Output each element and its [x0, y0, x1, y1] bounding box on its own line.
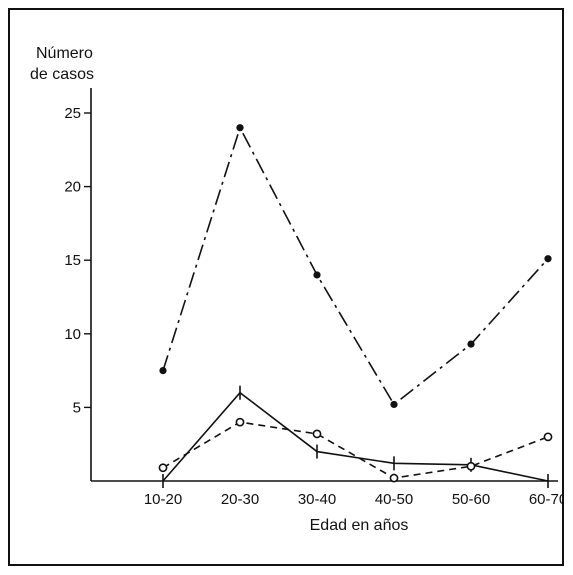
- line-chart: Número de casos 5 10 15 20 25 10-20 20-30 30-4…: [30, 45, 562, 534]
- x-ticks: 10-20 20-30 30-40 40-50 50-60 60-70: [144, 491, 562, 508]
- y-tick-label: 15: [64, 252, 81, 269]
- data-point-circle: [158, 463, 168, 473]
- x-tick-label: 20-30: [221, 491, 259, 508]
- x-axis-label: Edad en años: [310, 517, 409, 534]
- series-line-1: [162, 125, 549, 406]
- data-point-dot: [390, 400, 398, 409]
- data-point-dot: [313, 271, 321, 279]
- series-lines: [158, 124, 553, 488]
- x-tick-label: 40-50: [375, 491, 413, 508]
- x-tick-label: 60-70: [529, 491, 562, 508]
- y-ticks: 5 10 15 20 25: [64, 105, 91, 416]
- x-tick-label: 10-20: [144, 491, 182, 508]
- data-point-dot: [236, 124, 244, 132]
- series-line-2: [162, 391, 549, 482]
- data-point-dot: [159, 367, 167, 375]
- y-tick-label: 25: [64, 105, 81, 122]
- data-point-circle: [543, 432, 553, 442]
- y-axis-label-line2: de casos: [30, 66, 94, 83]
- series-line-3: [162, 421, 549, 479]
- data-point-dot: [544, 255, 552, 263]
- data-point-circle: [466, 461, 476, 471]
- data-point-circle: [389, 473, 399, 483]
- x-tick-label: 50-60: [452, 491, 490, 508]
- y-tick-label: 20: [64, 179, 81, 196]
- data-point-circle: [235, 417, 245, 427]
- data-point-dot: [467, 340, 475, 348]
- x-tick-label: 30-40: [298, 491, 336, 508]
- data-point-circle: [312, 429, 322, 439]
- y-tick-label: 5: [73, 399, 81, 416]
- y-axis-label-line1: Número: [36, 45, 93, 62]
- chart-frame: Número de casos 5 10 15 20 25 10-20 20-30 30-4…: [8, 8, 564, 566]
- y-tick-label: 10: [64, 326, 81, 343]
